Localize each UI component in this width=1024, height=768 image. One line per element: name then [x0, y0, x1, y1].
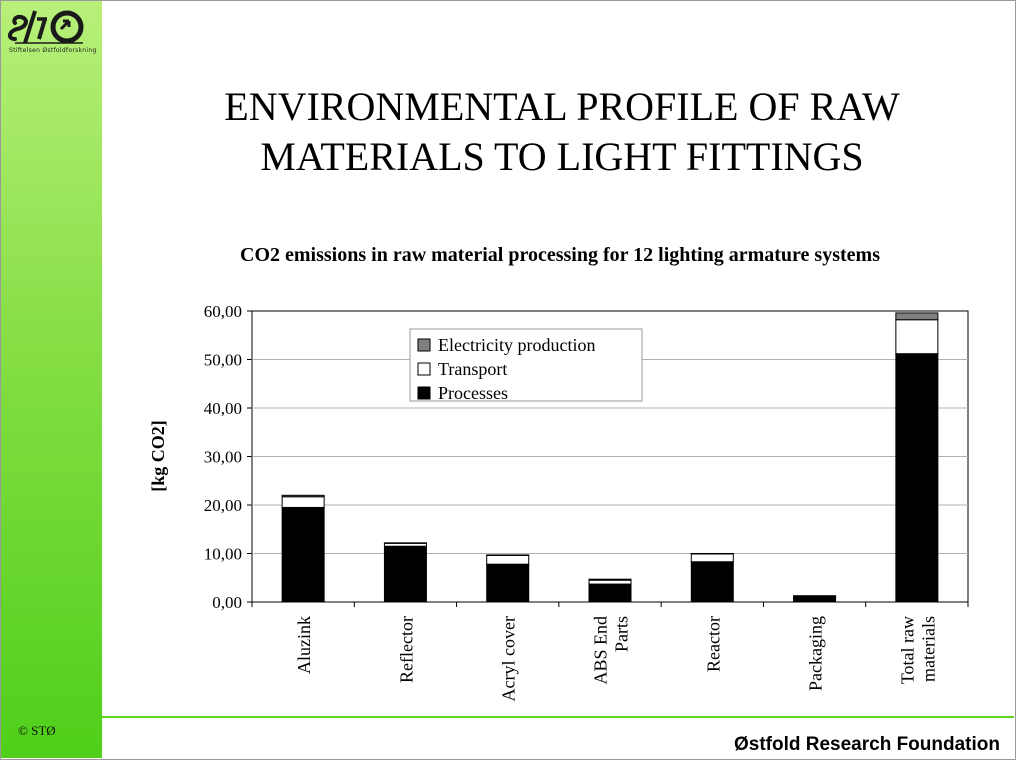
bar-transport — [588, 579, 632, 585]
x-category-label: Total raw materials — [897, 616, 938, 684]
legend-entry: Transport — [438, 359, 507, 379]
x-category-label-line: ABS End — [591, 616, 611, 685]
x-category-label: Packaging — [806, 616, 826, 691]
x-category-label: ABS End Parts — [591, 616, 632, 685]
slide-title-line-1: ENVIRONMENTAL PROFILE OF RAW — [224, 84, 900, 129]
bar-processes — [690, 561, 734, 603]
bar-processes — [383, 545, 427, 603]
copyright-notice: © STØ — [18, 723, 56, 738]
y-tick-label: 0,00 — [212, 593, 242, 612]
bar-electricity-production — [281, 494, 325, 498]
bar-transport — [281, 496, 325, 508]
x-category-label: Reactor — [703, 616, 723, 672]
x-category-label: Reflector — [396, 616, 416, 683]
x-category-label: Aluzink — [294, 616, 314, 674]
bar-processes — [588, 583, 632, 603]
x-category-label-line: Aluzink — [294, 616, 314, 674]
legend-entry: Electricity production — [438, 335, 595, 355]
footer-divider — [102, 716, 1014, 718]
bar-processes — [793, 596, 837, 603]
chart-title: CO2 emissions in raw material processing… — [240, 244, 880, 266]
y-tick-label: 40,00 — [204, 399, 242, 418]
logo-caption: Stiftelsen Østfoldforskning — [9, 47, 97, 54]
bar-electricity-production — [895, 312, 939, 321]
legend-swatch — [417, 338, 431, 352]
x-category-label-line: Acryl cover — [499, 616, 519, 701]
legend-swatch — [417, 362, 431, 376]
sidebar: Stiftelsen Østfoldforskning © STØ — [1, 1, 102, 758]
bar-transport — [895, 319, 939, 355]
y-tick-label: 30,00 — [204, 448, 242, 467]
y-tick-label: 10,00 — [204, 545, 242, 564]
y-tick-label: 20,00 — [204, 496, 242, 515]
x-category-label-line: Packaging — [806, 616, 826, 691]
x-category-label-line: Total raw — [897, 616, 917, 684]
bar-processes — [895, 353, 939, 603]
x-category-label-line: Reactor — [703, 616, 723, 672]
sto-logo — [8, 10, 84, 44]
bar-transport — [690, 553, 734, 563]
x-category-label-line: Parts — [612, 616, 632, 652]
bar-transport — [486, 554, 530, 565]
footer-organization: Østfold Research Foundation — [733, 734, 1000, 755]
y-tick-label: 60,00 — [204, 302, 242, 321]
y-axis-label: [kg CO2] — [148, 420, 168, 492]
bar-processes — [486, 563, 530, 603]
y-tick-label: 50,00 — [204, 351, 242, 370]
slide-title: ENVIRONMENTAL PROFILE OF RAW MATERIALS T… — [140, 82, 984, 182]
x-category-label-line: materials — [918, 616, 938, 682]
legend-box — [409, 328, 643, 402]
slide-title-line-2: MATERIALS TO LIGHT FITTINGS — [260, 134, 864, 179]
bar-electricity-production — [588, 578, 632, 581]
x-category-label: Acryl cover — [499, 616, 519, 701]
bar-processes — [281, 506, 325, 603]
x-category-label-line: Reflector — [396, 616, 416, 683]
legend-swatch — [417, 386, 431, 400]
legend-entry: Processes — [438, 383, 508, 403]
